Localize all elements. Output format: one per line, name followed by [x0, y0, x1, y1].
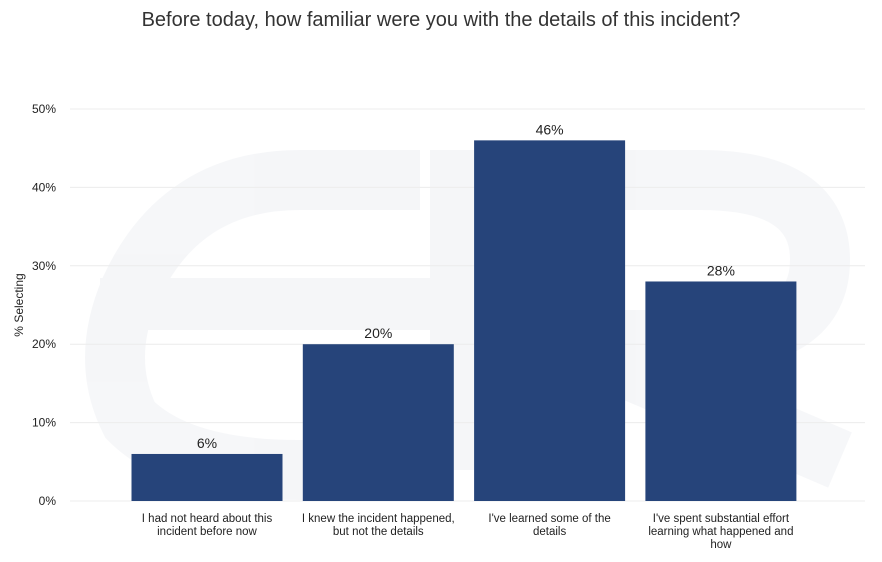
bar [302, 344, 454, 501]
y-tick-label: 30% [32, 259, 56, 273]
category-label-line: learning what happened and [648, 526, 793, 538]
data-label: 6% [197, 435, 217, 451]
bar [645, 281, 797, 501]
category-label: I've spent substantial effort learning wh… [648, 513, 793, 551]
category-label-line: details [533, 526, 566, 538]
chart-title: Before today, how familiar were you with… [141, 9, 741, 31]
y-tick-label: 20% [32, 337, 56, 351]
category-label-line: incident before now [157, 526, 257, 538]
data-labels: 6% 20% 46% 28% [197, 121, 735, 451]
category-label-line: I knew the incident happened, [302, 513, 455, 525]
data-label: 28% [707, 262, 735, 278]
bars [131, 140, 797, 502]
y-tick-label: 40% [32, 180, 56, 194]
bar [474, 140, 626, 502]
bar [131, 453, 283, 501]
category-label-line: I've spent substantial effort [653, 513, 790, 525]
data-label: 20% [364, 325, 392, 341]
category-label-line: I've learned some of the [488, 513, 610, 525]
y-tick-label: 10% [32, 416, 56, 430]
category-label: I had not heard about this incident befor… [142, 513, 273, 538]
category-label: I've learned some of the details [488, 513, 610, 538]
category-label-line: but not the details [333, 526, 424, 538]
category-label: I knew the incident happened, but not the… [302, 513, 455, 538]
data-label: 46% [536, 121, 564, 137]
y-axis-label: % Selecting [12, 273, 26, 336]
category-labels: I had not heard about this incident befor… [142, 513, 794, 551]
y-tick-label: 0% [39, 494, 57, 508]
category-label-line: I had not heard about this [142, 513, 273, 525]
category-label-line: how [710, 539, 732, 551]
y-tick-label: 50% [32, 102, 56, 116]
y-axis-ticks: 0% 10% 20% 30% 40% 50% [32, 102, 56, 508]
